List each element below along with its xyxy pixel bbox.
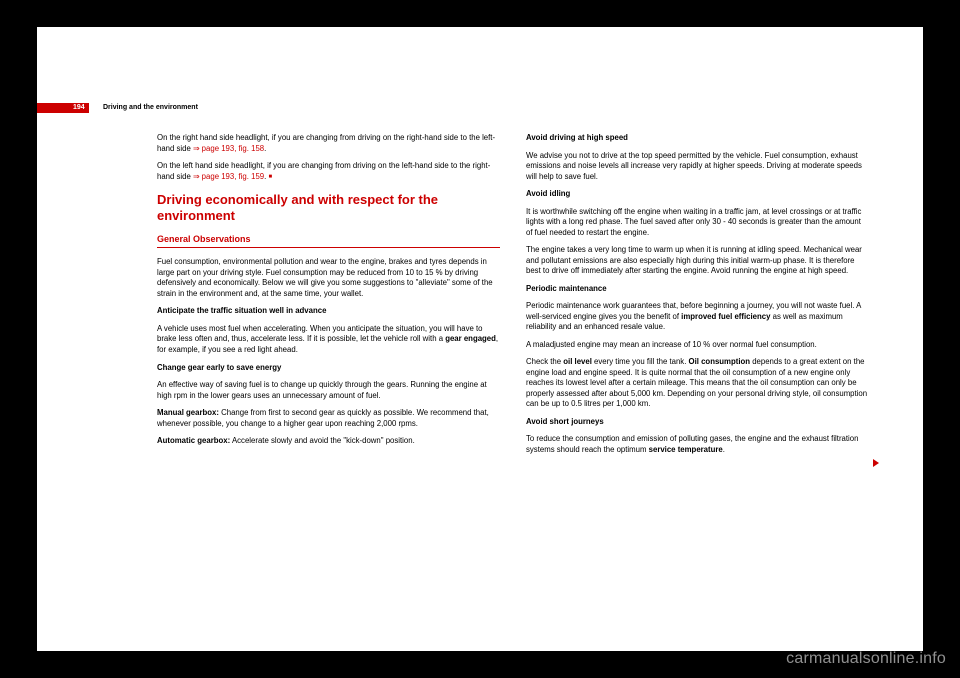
bold-text: gear engaged (445, 334, 496, 343)
body-text: Check the oil level every time you fill … (526, 357, 869, 410)
cross-ref: ⇒ page 193, fig. 158 (193, 144, 264, 153)
body-text: Automatic gearbox: Accelerate slowly and… (157, 436, 500, 447)
body-text: Manual gearbox: Change from first to sec… (157, 408, 500, 429)
text: A vehicle uses most fuel when accelerati… (157, 324, 483, 344)
body-text: It is worthwhile switching off the engin… (526, 207, 869, 239)
header-bar: 194 (37, 103, 89, 113)
bold-text: improved fuel efficiency (681, 312, 770, 321)
body-text: Fuel consumption, environmental pollutio… (157, 257, 500, 299)
paragraph-heading: Anticipate the traffic situation well in… (157, 306, 500, 317)
page-number: 194 (37, 103, 89, 113)
paragraph-heading: Change gear early to save energy (157, 363, 500, 374)
body-text: An effective way of saving fuel is to ch… (157, 380, 500, 401)
watermark: carmanualsonline.info (786, 650, 946, 668)
paragraph-heading: Avoid idling (526, 189, 869, 200)
right-column: Avoid driving at high speed We advise yo… (526, 133, 869, 462)
subsection-heading: General Observations (157, 233, 500, 245)
end-mark-icon: ■ (268, 174, 272, 180)
bold-text: Automatic gearbox: (157, 436, 230, 445)
body-text: On the right hand side headlight, if you… (157, 133, 500, 154)
page: 194 Driving and the environment On the r… (37, 27, 923, 651)
header-title: Driving and the environment (103, 104, 198, 111)
bold-text: Manual gearbox: (157, 408, 219, 417)
paragraph-heading: Avoid driving at high speed (526, 133, 869, 144)
continue-arrow-icon (873, 459, 879, 467)
bold-text: Oil consumption (689, 357, 751, 366)
text: Check the (526, 357, 563, 366)
left-column: On the right hand side headlight, if you… (157, 133, 500, 462)
text: . (264, 144, 266, 153)
heading-rule (157, 247, 500, 248)
content-columns: On the right hand side headlight, if you… (157, 133, 869, 462)
body-text: On the left hand side headlight, if you … (157, 161, 500, 182)
body-text: We advise you not to drive at the top sp… (526, 151, 869, 183)
section-heading: Driving economically and with respect fo… (157, 192, 500, 223)
text: every time you fill the tank. (592, 357, 689, 366)
paragraph-heading: Periodic maintenance (526, 284, 869, 295)
text: Accelerate slowly and avoid the "kick-do… (230, 436, 415, 445)
body-text: To reduce the consumption and emission o… (526, 434, 869, 455)
body-text: Periodic maintenance work guarantees tha… (526, 301, 869, 333)
paragraph-heading: Avoid short journeys (526, 417, 869, 428)
bold-text: oil level (563, 357, 592, 366)
body-text: A maladjusted engine may mean an increas… (526, 340, 869, 351)
body-text: A vehicle uses most fuel when accelerati… (157, 324, 500, 356)
text: . (723, 445, 725, 454)
body-text: The engine takes a very long time to war… (526, 245, 869, 277)
cross-ref: ⇒ page 193, fig. 159 (193, 172, 264, 181)
bold-text: service temperature (649, 445, 723, 454)
